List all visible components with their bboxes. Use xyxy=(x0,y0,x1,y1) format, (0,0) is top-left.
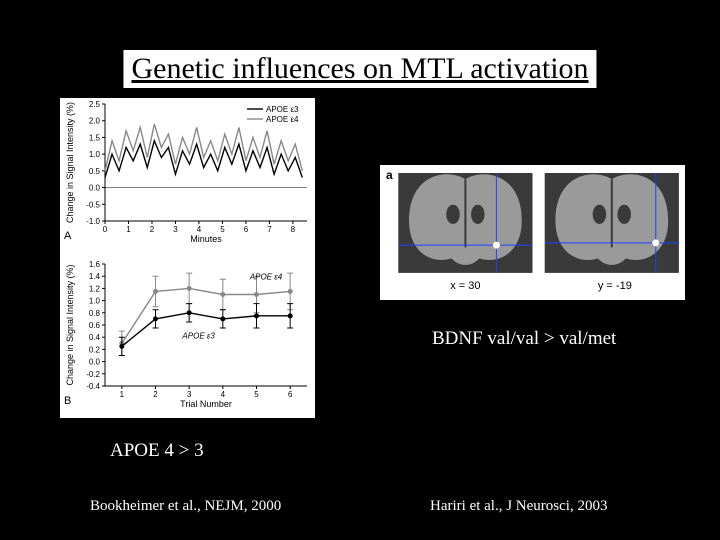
svg-text:APOE ε4: APOE ε4 xyxy=(249,272,283,281)
svg-text:5: 5 xyxy=(220,225,225,234)
svg-text:y = -19: y = -19 xyxy=(598,280,632,292)
citation-left: Bookheimer et al., NEJM, 2000 xyxy=(90,498,281,515)
svg-text:0.0: 0.0 xyxy=(89,184,101,193)
svg-text:APOE ε3: APOE ε3 xyxy=(181,331,215,340)
svg-text:1.2: 1.2 xyxy=(89,284,101,293)
svg-text:0: 0 xyxy=(103,225,108,234)
svg-text:1.6: 1.6 xyxy=(89,260,101,269)
svg-text:-1.0: -1.0 xyxy=(86,217,100,226)
svg-text:2.5: 2.5 xyxy=(89,100,101,109)
svg-text:A: A xyxy=(64,230,72,242)
svg-text:6: 6 xyxy=(244,225,249,234)
svg-text:Minutes: Minutes xyxy=(190,234,222,244)
caption-bdnf: BDNF val/val > val/met xyxy=(432,328,616,350)
svg-text:5: 5 xyxy=(254,390,259,399)
svg-text:Trial Number: Trial Number xyxy=(180,399,232,409)
svg-text:B: B xyxy=(64,395,71,407)
svg-text:a: a xyxy=(386,168,393,182)
citation-right: Hariri et al., J Neurosci, 2003 xyxy=(430,498,607,515)
svg-text:8: 8 xyxy=(291,225,296,234)
svg-text:1: 1 xyxy=(126,225,131,234)
svg-text:1: 1 xyxy=(120,390,125,399)
svg-text:APOE ε4: APOE ε4 xyxy=(266,115,299,124)
svg-text:0.0: 0.0 xyxy=(89,358,101,367)
svg-text:-0.5: -0.5 xyxy=(86,200,100,209)
svg-text:4: 4 xyxy=(221,390,226,399)
svg-text:Change in Signal Intensity (%): Change in Signal Intensity (%) xyxy=(65,264,75,385)
svg-text:1.4: 1.4 xyxy=(89,272,101,281)
slide-title: Genetic influences on MTL activation xyxy=(123,50,596,88)
svg-text:0.8: 0.8 xyxy=(89,309,101,318)
svg-text:2: 2 xyxy=(150,225,155,234)
svg-text:1.5: 1.5 xyxy=(89,133,101,142)
svg-text:-0.2: -0.2 xyxy=(86,370,100,379)
caption-apoe: APOE 4 > 3 xyxy=(110,440,204,462)
svg-text:6: 6 xyxy=(288,390,293,399)
svg-text:0.4: 0.4 xyxy=(89,333,101,342)
svg-text:2.0: 2.0 xyxy=(89,117,101,126)
svg-text:3: 3 xyxy=(173,225,178,234)
svg-text:0.5: 0.5 xyxy=(89,167,101,176)
svg-text:0.6: 0.6 xyxy=(89,321,101,330)
svg-text:APOE ε3: APOE ε3 xyxy=(266,105,299,114)
svg-text:2: 2 xyxy=(153,390,158,399)
svg-text:-0.4: -0.4 xyxy=(86,382,100,391)
svg-text:0.2: 0.2 xyxy=(89,345,101,354)
right-figure-panel: a x = 30 y = -19 xyxy=(380,165,685,300)
svg-text:3: 3 xyxy=(187,390,192,399)
svg-text:Change in Signal Intensity (%): Change in Signal Intensity (%) xyxy=(65,102,75,223)
svg-text:7: 7 xyxy=(267,225,272,234)
left-figure-panel: -1.0 -0.5 0.0 0.5 1.0 1.5 2.0 2.5 0 1 2 3 4 5 6 7 8 Minut… xyxy=(60,98,315,418)
svg-text:1.0: 1.0 xyxy=(89,297,101,306)
svg-text:4: 4 xyxy=(197,225,202,234)
svg-text:x = 30: x = 30 xyxy=(450,280,480,292)
svg-text:1.0: 1.0 xyxy=(89,150,101,159)
